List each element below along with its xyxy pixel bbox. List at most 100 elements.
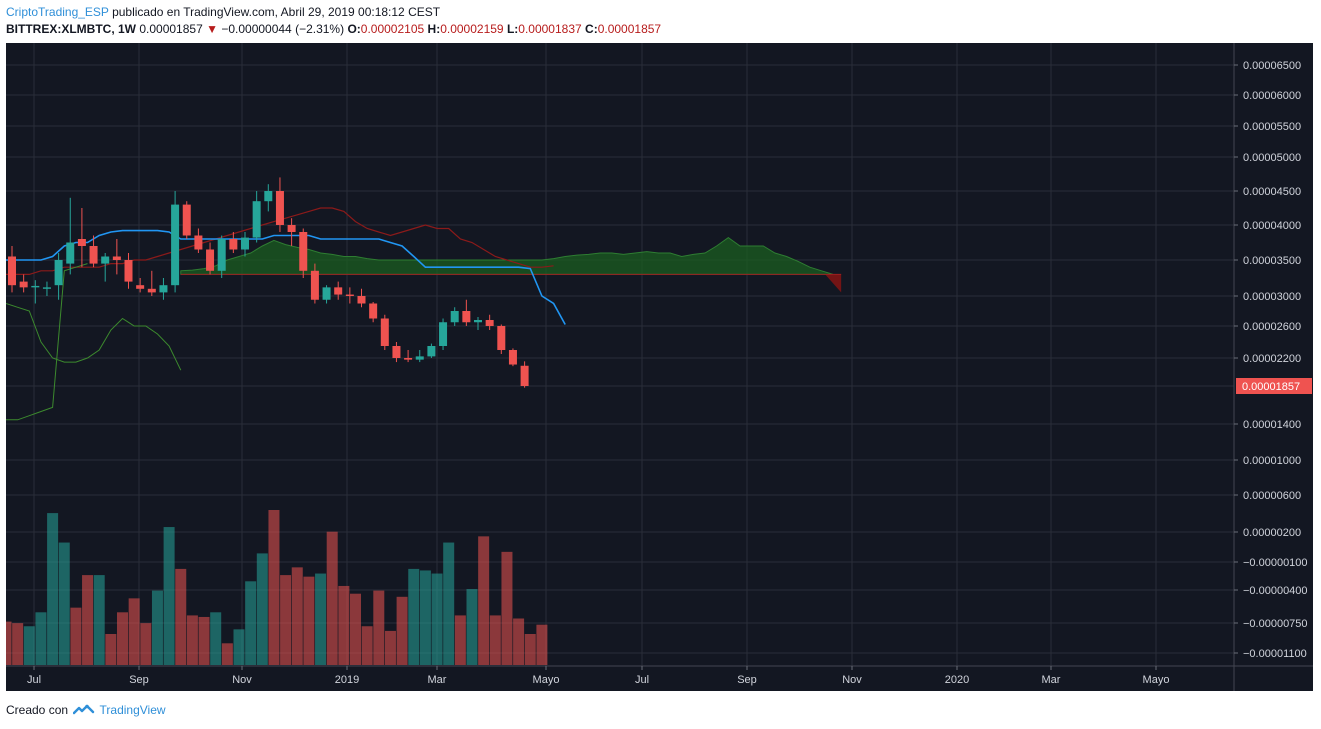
candle-31 bbox=[369, 302, 378, 323]
price-chart[interactable]: 0.00006500 0.00006000 0.00005500 0.00005000… bbox=[6, 43, 1313, 691]
time-tick-label: Jul bbox=[635, 674, 649, 686]
volume-bar-6 bbox=[70, 607, 82, 665]
volume-bar-9 bbox=[105, 634, 117, 665]
time-tick-label: 2019 bbox=[335, 674, 359, 686]
candle-body-29 bbox=[345, 294, 354, 296]
candle-body-24 bbox=[287, 225, 296, 232]
candle-18 bbox=[217, 235, 226, 278]
candle-body-9 bbox=[112, 256, 121, 260]
price-tick-label: 0.00002600 bbox=[1243, 321, 1301, 333]
volume-bar-45 bbox=[524, 634, 536, 665]
candle-19 bbox=[229, 232, 238, 253]
author-link[interactable]: CriptoTrading_ESP bbox=[6, 5, 109, 19]
published-text: publicado en TradingView.com, Abril 29, … bbox=[112, 5, 441, 19]
volume-bar-8 bbox=[93, 575, 105, 665]
low-value: 0.00001837 bbox=[518, 22, 582, 36]
candle-body-31 bbox=[369, 303, 378, 319]
volume-bar-30 bbox=[350, 593, 361, 665]
price-tick-label: −0.00001100 bbox=[1243, 648, 1307, 660]
candle-4 bbox=[54, 253, 63, 300]
candle-10 bbox=[124, 253, 133, 289]
time-tick-label: Mar bbox=[428, 674, 447, 686]
candle-30 bbox=[357, 288, 366, 308]
volume-bar-3 bbox=[35, 612, 47, 665]
candle-23 bbox=[275, 177, 284, 232]
volume-bar-18 bbox=[210, 612, 222, 665]
open-value: 0.00002105 bbox=[360, 22, 425, 36]
high-label: H: bbox=[427, 22, 441, 36]
price-tick-label: −0.00000750 bbox=[1243, 618, 1308, 630]
candle-body-14 bbox=[171, 204, 180, 286]
volume-bar-22 bbox=[256, 553, 268, 665]
time-tick-label: 2020 bbox=[945, 674, 969, 686]
candle-body-43 bbox=[508, 350, 517, 365]
price-tick-label: −0.00000100 bbox=[1243, 557, 1308, 569]
candle-38 bbox=[450, 307, 459, 326]
volume-bar-29 bbox=[338, 585, 350, 665]
candle-41 bbox=[485, 314, 494, 330]
candle-body-1 bbox=[19, 281, 28, 288]
chart-panel[interactable]: 0.00006500 0.00006000 0.00005500 0.00005000… bbox=[6, 43, 1313, 691]
price-tick-label: 0.00003000 bbox=[1243, 291, 1301, 303]
candle-17 bbox=[206, 242, 215, 275]
candle-35 bbox=[415, 350, 424, 363]
candle-body-26 bbox=[310, 270, 319, 300]
volume-bar-43 bbox=[501, 551, 513, 665]
time-tick-label: Jul bbox=[27, 674, 41, 686]
symbol-label: BITTREX:XLMBTC, 1W bbox=[6, 22, 136, 36]
down-arrow-icon: ▼ bbox=[206, 22, 218, 36]
candle-2 bbox=[31, 280, 40, 304]
candle-body-12 bbox=[147, 288, 156, 293]
volume-bar-41 bbox=[478, 536, 490, 665]
candle-body-3 bbox=[42, 287, 51, 289]
volume-bar-7 bbox=[82, 575, 94, 665]
candle-28 bbox=[334, 281, 343, 300]
candle-body-37 bbox=[439, 322, 448, 346]
candle-13 bbox=[159, 278, 168, 300]
close-label: C: bbox=[585, 22, 598, 36]
candle-body-19 bbox=[229, 239, 238, 250]
candle-11 bbox=[136, 278, 145, 293]
footer: Creado con TradingView bbox=[6, 703, 166, 717]
time-axis: Jul Sep Nov 2019 Mar Mayo Jul Sep Nov 2020 Mar Mayo bbox=[6, 665, 1313, 686]
volume-bar-39 bbox=[454, 615, 466, 665]
volume-bar-24 bbox=[280, 575, 292, 665]
candle-14 bbox=[171, 191, 180, 293]
volume-bar-17 bbox=[198, 616, 210, 665]
candle-body-5 bbox=[66, 242, 75, 264]
candle-43 bbox=[508, 348, 517, 367]
created-with-text: Creado con bbox=[6, 703, 69, 717]
volume-bar-12 bbox=[140, 623, 152, 665]
ohlc-line: BITTREX:XLMBTC, 1W 0.00001857 ▼ −0.00000… bbox=[6, 21, 1306, 38]
candle-29 bbox=[345, 287, 354, 304]
candle-6 bbox=[77, 208, 86, 268]
volume-bar-4 bbox=[47, 513, 59, 665]
volume-bar-31 bbox=[361, 626, 373, 665]
candle-body-39 bbox=[462, 311, 471, 323]
candle-32 bbox=[380, 314, 389, 350]
price-tick-label: 0.00001000 bbox=[1243, 455, 1301, 467]
candles bbox=[8, 177, 529, 388]
tradingview-link[interactable]: TradingView bbox=[99, 703, 166, 717]
candle-3 bbox=[42, 281, 51, 296]
candle-body-20 bbox=[241, 237, 249, 250]
volume-bar-10 bbox=[117, 612, 128, 665]
volume-bar-36 bbox=[419, 570, 431, 665]
volume-bar-15 bbox=[175, 568, 187, 665]
high-value: 0.00002159 bbox=[440, 22, 504, 36]
candle-36 bbox=[427, 343, 436, 358]
volume-bar-21 bbox=[245, 581, 257, 665]
volume-bar-40 bbox=[466, 589, 478, 665]
candle-body-7 bbox=[89, 246, 98, 264]
candle-9 bbox=[112, 239, 121, 275]
candle-body-40 bbox=[474, 320, 482, 323]
candle-15 bbox=[182, 201, 191, 239]
candle-5 bbox=[66, 197, 75, 275]
volume-bar-19 bbox=[221, 643, 233, 665]
volume-bars bbox=[6, 510, 548, 665]
candle-7 bbox=[89, 235, 98, 268]
price-tick-label: 0.00006500 bbox=[1243, 60, 1301, 72]
price-tick-label: 0.00000200 bbox=[1243, 527, 1301, 539]
volume-bar-13 bbox=[151, 590, 163, 665]
price-tick-label: 0.00005500 bbox=[1243, 121, 1301, 133]
